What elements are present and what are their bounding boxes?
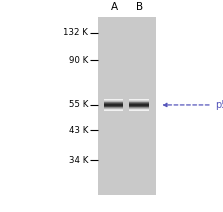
- Bar: [104, 106, 123, 107]
- Text: B: B: [136, 2, 143, 12]
- Bar: [129, 107, 149, 108]
- Bar: [129, 106, 149, 107]
- Bar: [129, 105, 149, 106]
- Bar: [104, 104, 123, 105]
- Text: 34 K: 34 K: [69, 156, 88, 165]
- Text: A: A: [111, 2, 118, 12]
- Bar: [104, 110, 123, 111]
- Bar: [104, 101, 123, 102]
- Text: 43 K: 43 K: [69, 126, 88, 135]
- Bar: [104, 99, 123, 100]
- Bar: [104, 103, 123, 104]
- Bar: [104, 109, 123, 110]
- Bar: [129, 108, 149, 109]
- Bar: [129, 103, 149, 104]
- Text: 132 K: 132 K: [63, 28, 88, 37]
- Text: p53: p53: [215, 100, 223, 110]
- Bar: [104, 107, 123, 108]
- Bar: [129, 109, 149, 110]
- Bar: [129, 102, 149, 103]
- Bar: [104, 100, 123, 101]
- Bar: [129, 104, 149, 105]
- Bar: [129, 110, 149, 111]
- Bar: [129, 100, 149, 101]
- Text: 90 K: 90 K: [69, 56, 88, 65]
- Bar: [98, 17, 156, 195]
- Bar: [104, 108, 123, 109]
- Bar: [129, 101, 149, 102]
- Bar: [129, 99, 149, 100]
- Text: 55 K: 55 K: [69, 100, 88, 109]
- Bar: [104, 102, 123, 103]
- Bar: [104, 105, 123, 106]
